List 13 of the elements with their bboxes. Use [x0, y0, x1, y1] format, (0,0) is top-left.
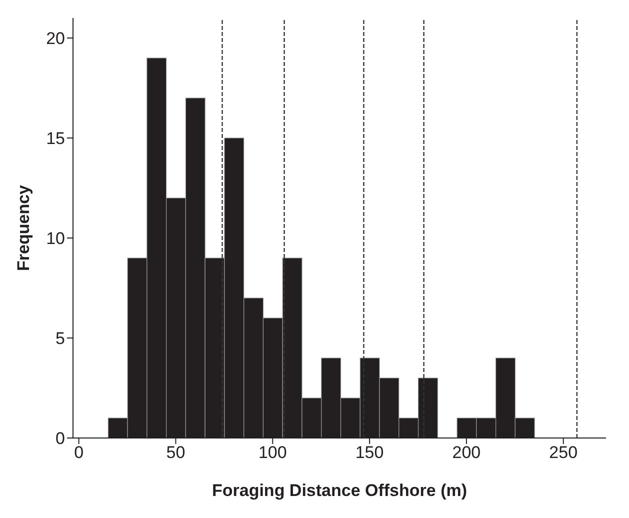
y-axis-title: Frequency — [14, 184, 34, 271]
x-tick-label: 50 — [166, 443, 186, 462]
x-tick-label: 250 — [549, 443, 578, 462]
y-tick-label: 5 — [56, 329, 65, 348]
x-tick-label: 150 — [355, 443, 384, 462]
y-tick-label: 10 — [46, 229, 65, 248]
y-tick-label: 0 — [56, 429, 65, 448]
x-axis-title: Foraging Distance Offshore (m) — [212, 481, 468, 500]
x-tick-label: 100 — [258, 443, 287, 462]
x-tick-label: 200 — [452, 443, 481, 462]
x-tick-label: 0 — [74, 443, 84, 462]
y-tick-label: 20 — [46, 29, 65, 48]
y-tick-label: 15 — [46, 129, 65, 148]
